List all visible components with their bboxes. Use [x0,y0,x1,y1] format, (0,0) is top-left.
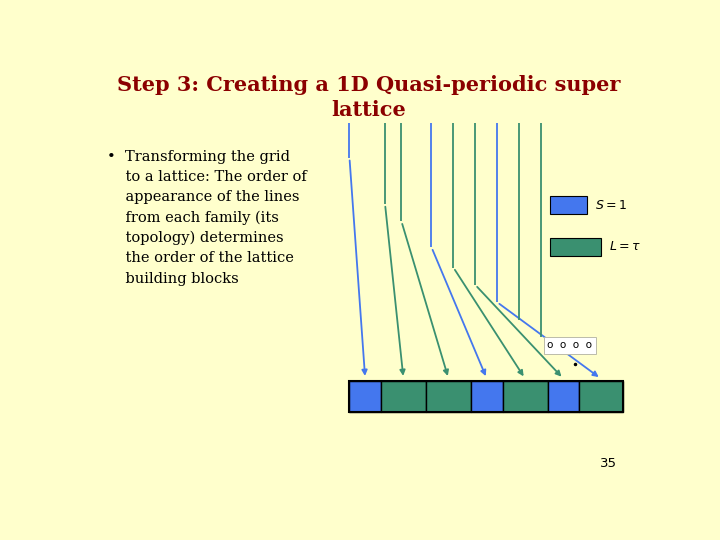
Text: o  o  o  o: o o o o [547,340,593,350]
Bar [381,381,426,412]
Bar [548,381,579,412]
Bar [503,381,548,412]
Text: $L = \tau$: $L = \tau$ [610,240,642,253]
Text: •  Transforming the grid
    to a lattice: The order of
    appearance of the li: • Transforming the grid to a lattice: Th… [107,150,307,286]
Bar [579,381,623,412]
Bar [349,381,623,412]
Bar [550,196,587,214]
Bar [349,381,381,412]
Text: 35: 35 [600,457,617,470]
Text: lattice: lattice [332,100,406,120]
Bar [550,238,601,256]
Bar [471,381,503,412]
Bar [426,381,471,412]
Text: $S = 1$: $S = 1$ [595,199,627,212]
Text: Step 3: Creating a 1D Quasi-periodic super: Step 3: Creating a 1D Quasi-periodic sup… [117,75,621,95]
